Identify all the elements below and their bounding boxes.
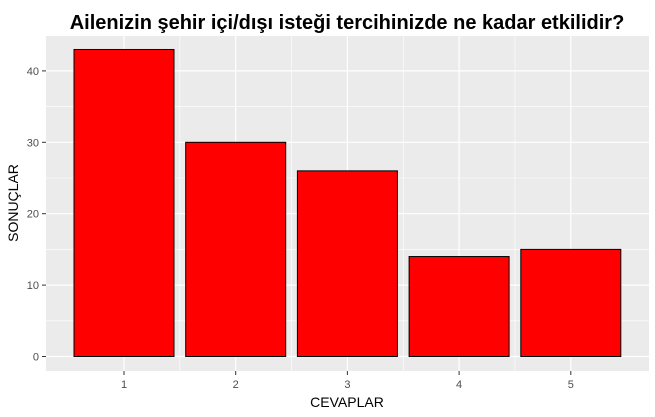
x-tick-label: 5: [568, 379, 574, 391]
x-axis-title: CEVAPLAR: [310, 394, 384, 410]
y-tick-label: 40: [27, 66, 39, 78]
y-tick-label: 0: [33, 352, 39, 364]
x-tick-label: 1: [121, 379, 127, 391]
y-axis: 0 10 20 30 40: [27, 66, 46, 364]
bar-2: [185, 141, 287, 357]
y-tick-label: 10: [27, 280, 39, 292]
x-tick-label: 3: [344, 379, 350, 391]
bar-3: [296, 170, 398, 357]
bars: [73, 48, 622, 358]
bar-4: [408, 256, 510, 358]
y-tick-label: 20: [27, 209, 39, 221]
x-tick-label: 4: [456, 379, 462, 391]
x-axis: 1 2 3 4 5: [121, 371, 574, 391]
x-tick-label: 2: [233, 379, 239, 391]
bar-1: [73, 48, 175, 357]
y-axis-title: SONUÇLAR: [5, 164, 21, 242]
bar-5: [520, 248, 622, 357]
chart-title: Ailenizin şehir içi/dışı isteği tercihin…: [70, 12, 625, 34]
y-tick-label: 30: [27, 137, 39, 149]
